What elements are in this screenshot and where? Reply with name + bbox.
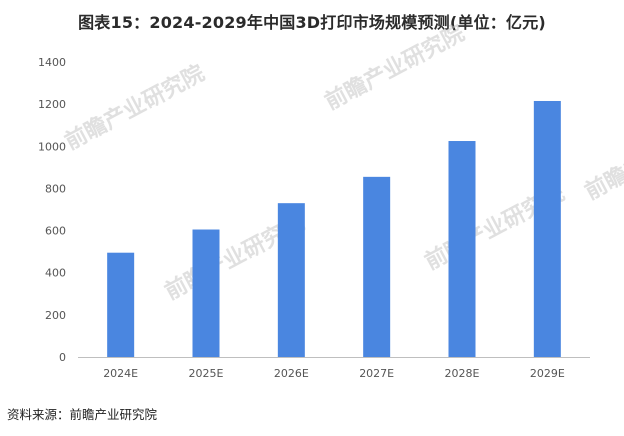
x-tick-label: 2029E — [530, 367, 565, 380]
bar-2028E — [448, 141, 476, 357]
y-tick-label: 600 — [45, 225, 66, 238]
bar-series — [107, 100, 561, 357]
y-tick-label: 200 — [45, 309, 66, 322]
bar-2029E — [533, 100, 561, 357]
x-tick-label: 2028E — [445, 367, 480, 380]
x-tick-label: 2027E — [359, 367, 394, 380]
y-tick-label: 800 — [45, 182, 66, 195]
y-tick-label: 400 — [45, 267, 66, 280]
bar-2026E — [277, 203, 305, 357]
source-note: 资料来源：前瞻产业研究院 — [7, 407, 158, 422]
y-tick-label: 1200 — [38, 98, 66, 111]
bar-2024E — [107, 252, 135, 357]
watermark-logo: 前瞻产业研究院 — [581, 110, 624, 205]
x-tick-label: 2026E — [274, 367, 309, 380]
watermark-logo: 前瞻产业研究院 — [321, 20, 469, 115]
y-tick-label: 1400 — [38, 56, 66, 69]
y-tick-label: 1000 — [38, 140, 66, 153]
x-tick-label: 2025E — [189, 367, 224, 380]
bar-2025E — [192, 229, 220, 357]
watermark-logo: 前瞻产业研究院 — [61, 60, 209, 155]
y-axis: 0 200 400 600 800 1000 1200 1400 — [38, 56, 66, 364]
chart-title: 图表15：2024-2029年中国3D打印市场规模预测(单位：亿元) — [78, 13, 546, 32]
bar-2027E — [363, 176, 391, 357]
x-axis: 2024E 2025E 2026E 2027E 2028E 2029E — [103, 367, 565, 380]
x-tick-label: 2024E — [103, 367, 138, 380]
y-tick-label: 0 — [59, 351, 66, 364]
